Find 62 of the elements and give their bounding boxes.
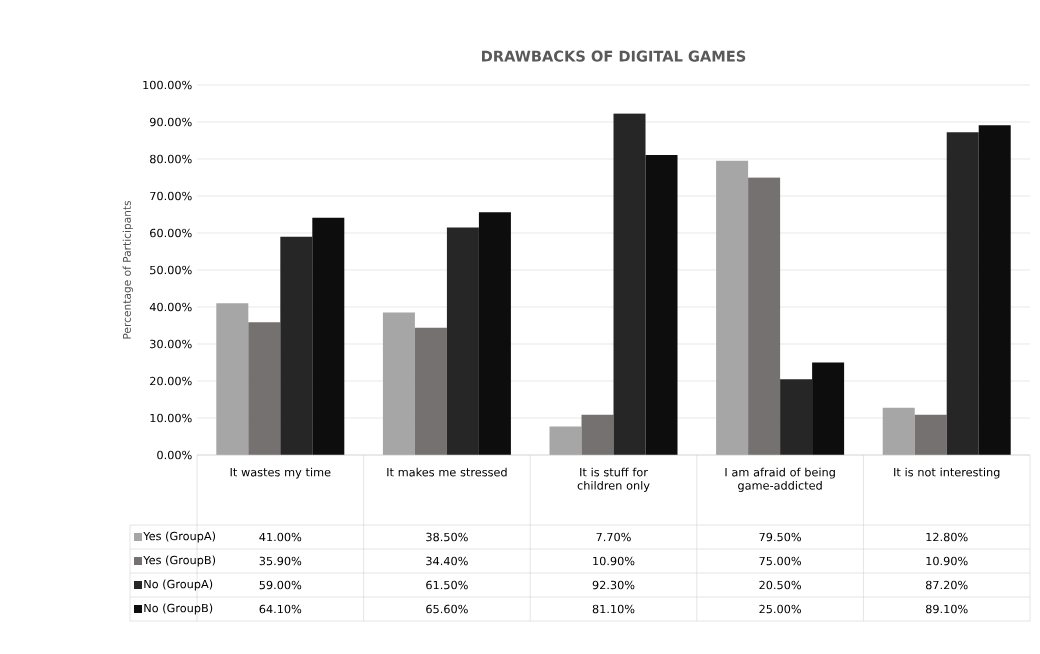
data-label: 79.50% — [759, 532, 801, 542]
data-label: 10.90% — [926, 556, 968, 566]
y-tick-label: 20.00% — [150, 376, 192, 386]
bar — [248, 322, 281, 455]
y-tick-label: 60.00% — [150, 228, 192, 238]
bar — [216, 303, 249, 455]
y-tick-label: 40.00% — [149, 302, 192, 312]
bar — [716, 160, 749, 455]
data-label: 61.50% — [426, 580, 468, 590]
bar — [978, 125, 1011, 455]
y-tick-label: 10.00% — [150, 413, 192, 423]
y-tick-label: 100.00% — [143, 80, 192, 90]
data-label: 59.00% — [259, 580, 302, 590]
data-label: 92.30% — [592, 580, 635, 590]
data-label: 81.10% — [592, 604, 635, 614]
data-label: 10.90% — [593, 556, 635, 566]
data-label: 41.00% — [259, 532, 302, 542]
legend-label: Yes (GroupA) — [143, 531, 216, 543]
bar — [414, 327, 447, 455]
y-tick-label: 30.00% — [150, 339, 192, 349]
data-label: 35.90% — [259, 556, 302, 566]
y-tick-label: 80.00% — [150, 154, 192, 164]
data-label: 87.20% — [925, 580, 968, 590]
legend-label: Yes (GroupB) — [143, 555, 216, 567]
bar — [914, 414, 947, 455]
x-tick-label: I am afraid of being game-addicted — [725, 467, 835, 492]
data-label: 65.60% — [426, 604, 468, 614]
bar — [549, 426, 582, 455]
bar — [946, 132, 979, 455]
data-label: 34.40% — [426, 556, 468, 566]
x-tick-label: It makes me stressed — [387, 467, 507, 477]
x-tick-label: It is stuff for children only — [577, 467, 650, 492]
bar — [882, 407, 915, 455]
bar — [382, 312, 415, 455]
chart-title: DRAWBACKS OF DIGITAL GAMES — [482, 50, 746, 62]
data-label: 75.00% — [759, 556, 801, 566]
data-label: 25.00% — [759, 604, 801, 614]
y-tick-label: 0.00% — [157, 450, 192, 460]
legend-label: No (GroupB) — [144, 603, 213, 615]
data-label: 89.10% — [925, 604, 968, 614]
bar — [613, 113, 646, 455]
bar — [312, 217, 345, 455]
bar — [645, 154, 678, 455]
data-label: 38.50% — [426, 532, 468, 542]
y-axis-title: Percentage of Participants — [122, 200, 133, 339]
data-label: 7.70% — [596, 532, 631, 542]
y-tick-label: 70.00% — [150, 191, 192, 201]
y-tick-label: 50.00% — [150, 265, 192, 275]
bar — [478, 212, 511, 455]
bar — [581, 414, 614, 455]
bar — [780, 379, 813, 455]
bar — [748, 177, 781, 455]
x-tick-label: It wastes my time — [230, 467, 331, 479]
y-tick-label: 90.00% — [149, 117, 192, 127]
bar — [812, 362, 845, 455]
bar — [446, 227, 479, 455]
data-label: 20.50% — [759, 580, 801, 590]
data-label: 64.10% — [259, 604, 302, 614]
legend-label: No (GroupA) — [144, 579, 213, 591]
data-label: 12.80% — [926, 532, 968, 542]
x-tick-label: It is not interesting — [894, 467, 1000, 479]
bar — [280, 236, 313, 455]
